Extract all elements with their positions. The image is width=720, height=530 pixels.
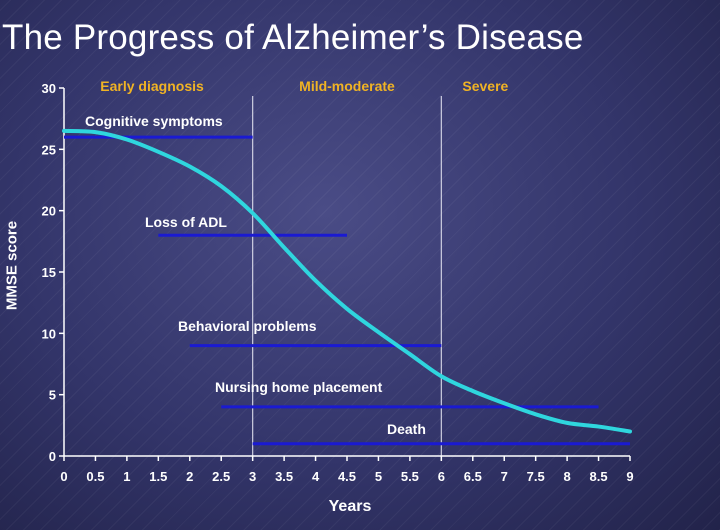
y-tick-label-1: 5 xyxy=(49,388,56,403)
range-label-0: Cognitive symptoms xyxy=(85,113,223,129)
x-tick-label-17: 8.5 xyxy=(590,469,608,484)
y-tick-label-0: 0 xyxy=(49,449,56,464)
x-tick-label-14: 7 xyxy=(501,469,508,484)
x-tick-label-8: 4 xyxy=(312,469,320,484)
x-tick-label-11: 5.5 xyxy=(401,469,419,484)
x-tick-label-7: 3.5 xyxy=(275,469,293,484)
x-tick-label-12: 6 xyxy=(438,469,445,484)
x-tick-label-9: 4.5 xyxy=(338,469,356,484)
x-tick-label-16: 8 xyxy=(563,469,570,484)
range-label-2: Behavioral problems xyxy=(178,318,317,334)
x-tick-label-0: 0 xyxy=(60,469,67,484)
x-tick-label-1: 0.5 xyxy=(86,469,104,484)
x-tick-label-6: 3 xyxy=(249,469,256,484)
range-label-1: Loss of ADL xyxy=(145,214,227,230)
y-tick-label-4: 20 xyxy=(42,204,56,219)
range-label-4: Death xyxy=(387,421,426,437)
series-line xyxy=(62,128,632,434)
x-tick-label-3: 1.5 xyxy=(149,469,167,484)
y-axis-label: MMSE score xyxy=(3,220,21,311)
page-title: The Progress of Alzheimer’s Disease xyxy=(2,18,584,57)
y-tick-label-6: 30 xyxy=(42,81,56,96)
y-tick-label-5: 25 xyxy=(42,142,56,157)
range-label-3: Nursing home placement xyxy=(215,379,383,395)
y-tick-label-3: 15 xyxy=(42,265,56,280)
phase-label-2: Severe xyxy=(462,78,508,94)
x-tick-label-5: 2.5 xyxy=(212,469,230,484)
phase-label-0: Early diagnosis xyxy=(100,78,204,94)
phase-label-1: Mild-moderate xyxy=(299,78,395,94)
x-axis-label: Years xyxy=(328,498,372,515)
x-tick-label-4: 2 xyxy=(186,469,193,484)
x-tick-label-10: 5 xyxy=(375,469,382,484)
x-tick-label-18: 9 xyxy=(626,469,633,484)
x-tick-label-15: 7.5 xyxy=(527,469,545,484)
y-tick-label-2: 10 xyxy=(42,326,56,341)
x-tick-label-2: 1 xyxy=(123,469,130,484)
x-tick-label-13: 6.5 xyxy=(464,469,482,484)
